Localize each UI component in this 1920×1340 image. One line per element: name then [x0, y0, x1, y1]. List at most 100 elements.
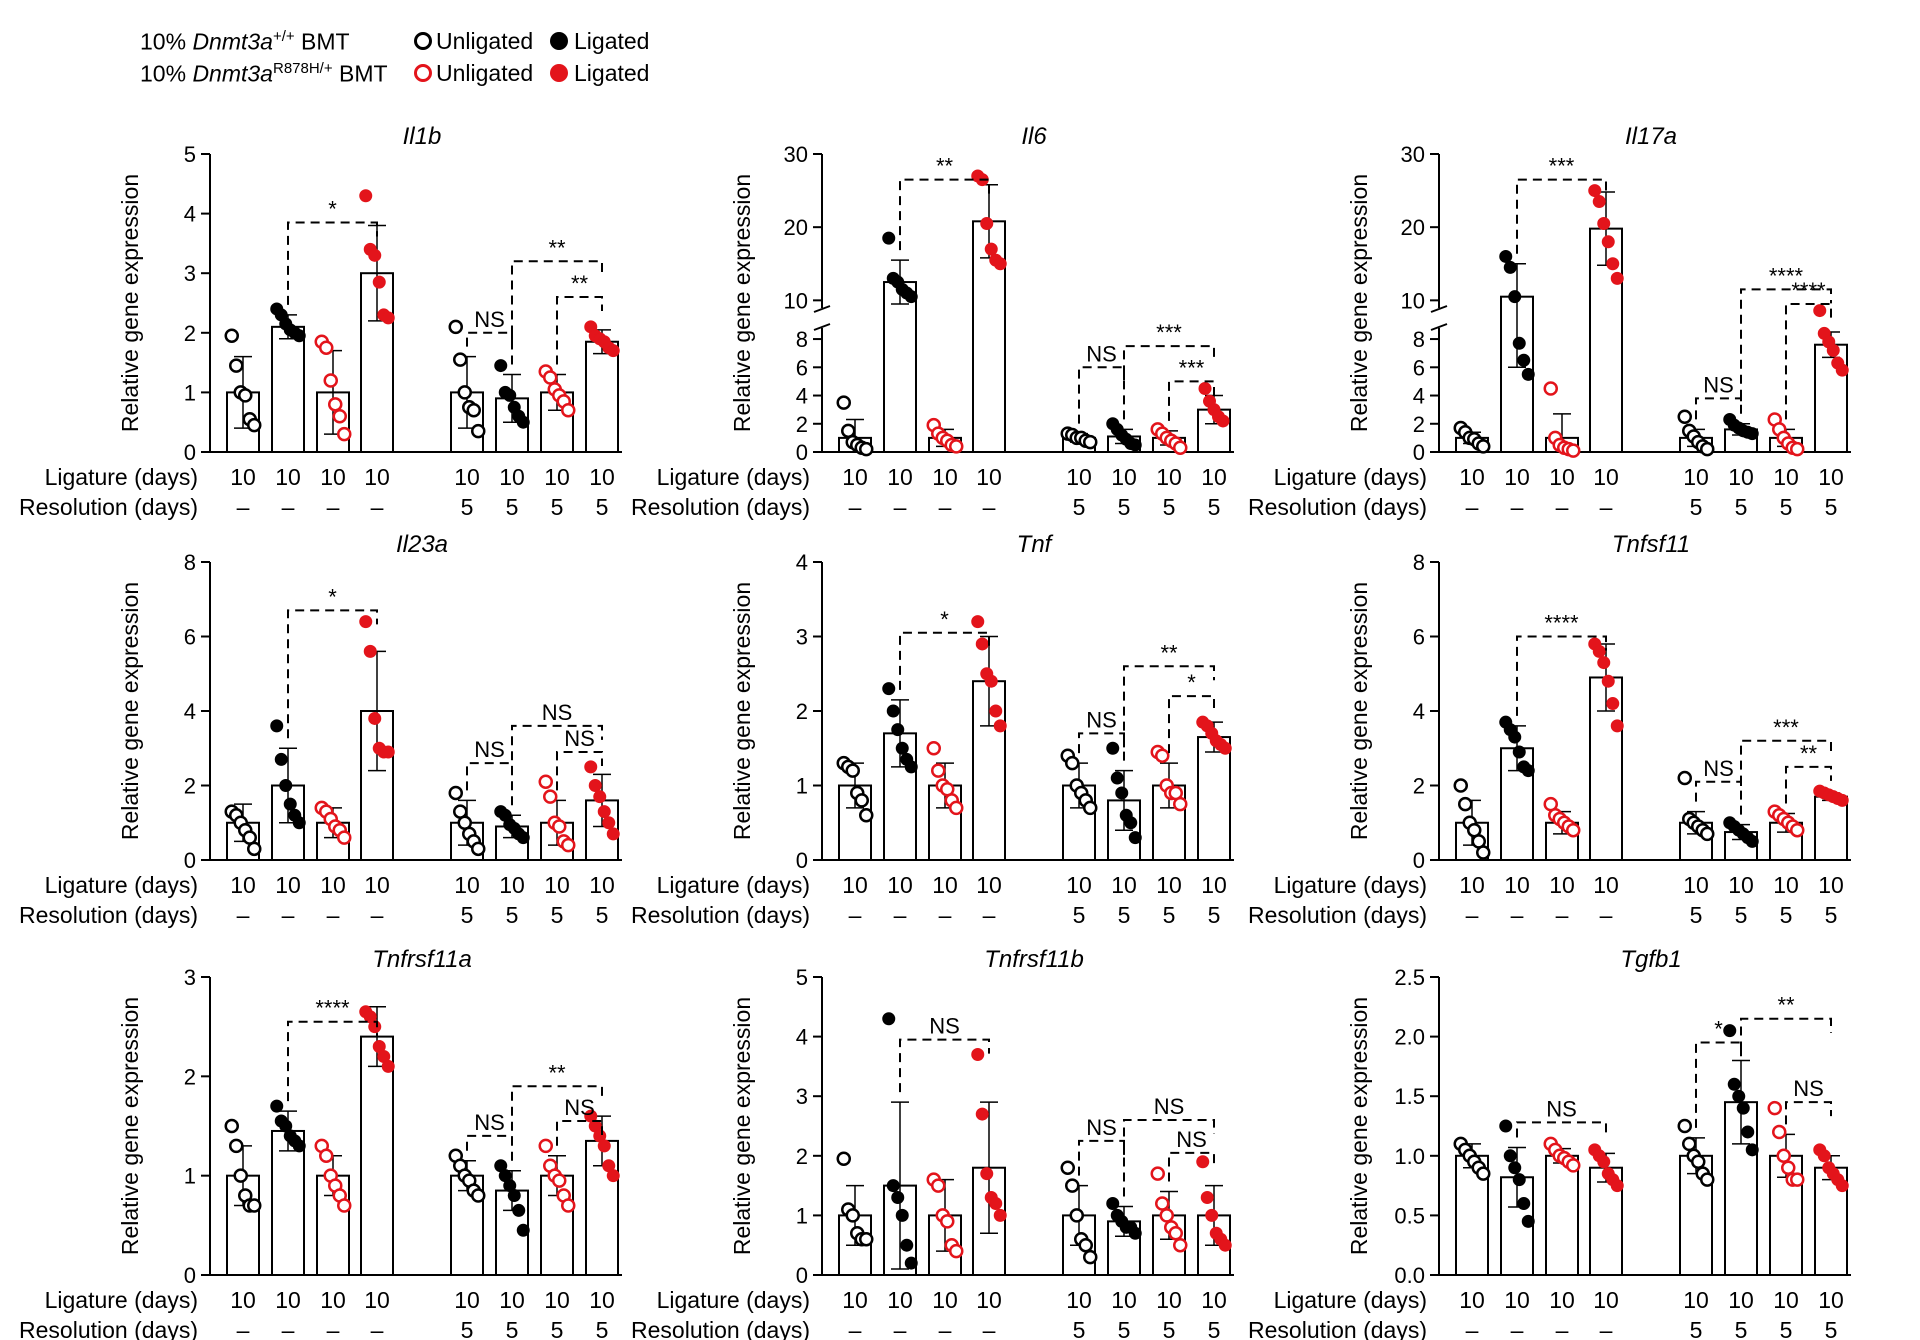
ligature-value: 10 — [1818, 872, 1844, 898]
resolution-row-label: Resolution (days) — [631, 902, 810, 928]
data-point — [503, 388, 517, 402]
data-point — [507, 1189, 521, 1203]
data-point — [975, 637, 989, 651]
data-point — [1200, 1191, 1214, 1205]
data-point — [516, 1223, 530, 1237]
data-point — [538, 774, 553, 790]
data-point — [359, 189, 373, 203]
resolution-value: – — [894, 902, 907, 928]
resolution-value: – — [282, 494, 295, 520]
resolution-value: – — [1556, 902, 1569, 928]
data-point — [949, 439, 964, 454]
significance-bracket — [1785, 1101, 1832, 1125]
resolution-value: 5 — [1780, 902, 1793, 928]
bar — [1197, 736, 1231, 862]
y-axis-label: Relative gene expression — [1346, 174, 1372, 432]
resolution-value: 5 — [1735, 494, 1748, 520]
resolution-value: 5 — [1208, 494, 1221, 520]
data-point — [1083, 800, 1098, 816]
data-point — [543, 370, 558, 385]
data-point — [233, 1168, 248, 1183]
data-point — [1835, 793, 1849, 807]
y-tick-label: 2 — [184, 774, 196, 799]
bar — [1545, 1154, 1579, 1277]
resolution-value: – — [1556, 494, 1569, 520]
resolution-value: – — [983, 902, 996, 928]
significance-bracket — [466, 762, 513, 791]
ligature-value: 10 — [1111, 464, 1137, 490]
data-point — [381, 745, 395, 759]
data-point — [975, 1107, 989, 1121]
data-point — [368, 711, 382, 725]
ligature-value: 10 — [1066, 872, 1092, 898]
significance-label: * — [1714, 1017, 1723, 1042]
axis-break-mark — [813, 323, 831, 331]
significance-label: ** — [936, 154, 954, 179]
data-point — [538, 1138, 553, 1154]
data-point — [606, 1169, 620, 1183]
significance-label: **** — [1769, 263, 1804, 288]
data-point — [931, 1178, 946, 1193]
ligature-value: 10 — [544, 464, 570, 490]
data-point — [1060, 1160, 1075, 1175]
y-tick-label: 2 — [1413, 774, 1425, 799]
ligature-value: 10 — [275, 1287, 301, 1313]
y-tick-label: 0 — [796, 1263, 808, 1288]
data-point — [1745, 1143, 1759, 1157]
data-point — [1173, 796, 1188, 812]
data-point — [1173, 440, 1188, 456]
data-point — [882, 1012, 896, 1026]
chart-panel-il6: Il6 Relative gene expression 0 2 4 6 8 10 20 30 **… — [631, 123, 1234, 520]
chart-title: Tnfrsf11b — [984, 946, 1084, 973]
ligature-value: 10 — [230, 872, 256, 898]
data-point — [882, 682, 896, 696]
data-point — [1216, 414, 1230, 428]
data-point — [1543, 381, 1558, 396]
chart-title: Tnf — [1017, 531, 1054, 558]
significance-label: **** — [315, 996, 350, 1021]
significance-label: NS — [1086, 1115, 1117, 1140]
legend-ligated-label: Ligated — [574, 28, 650, 54]
significance-label: * — [940, 607, 949, 632]
data-point — [1813, 304, 1827, 318]
ligature-value: 10 — [1773, 464, 1799, 490]
data-point — [1476, 1166, 1491, 1181]
ligature-value: 10 — [932, 1287, 958, 1313]
data-point — [381, 311, 395, 325]
significance-label: NS — [929, 1014, 960, 1039]
data-point — [971, 615, 985, 629]
resolution-value: – — [849, 902, 862, 928]
data-point — [1521, 1214, 1535, 1228]
resolution-value: 5 — [551, 494, 564, 520]
data-point — [1155, 1196, 1170, 1211]
data-point — [895, 1208, 909, 1222]
data-point — [319, 340, 334, 355]
ligature-value: 10 — [1111, 1287, 1137, 1313]
data-point — [602, 816, 616, 830]
resolution-value: 5 — [596, 1317, 609, 1340]
data-point — [597, 1139, 611, 1153]
y-tick-label: 4 — [184, 202, 196, 227]
ligature-value: 10 — [1156, 872, 1182, 898]
significance-label: *** — [1179, 355, 1205, 380]
y-tick-label: 10 — [784, 288, 808, 313]
ligature-value: 10 — [1593, 1287, 1619, 1313]
data-point — [949, 800, 964, 816]
significance-bracket — [1740, 288, 1832, 414]
ligature-value: 10 — [1201, 1287, 1227, 1313]
ligature-value: 10 — [1593, 464, 1619, 490]
chart-title: Tnfsf11 — [1612, 531, 1690, 558]
y-tick-label: 0 — [796, 848, 808, 873]
data-point — [1128, 1226, 1142, 1240]
y-tick-label: 4 — [796, 550, 808, 575]
significance-bracket — [1123, 665, 1215, 761]
significance-label: ** — [1800, 741, 1818, 766]
ligature-value: 10 — [1728, 1287, 1754, 1313]
ligature-value: 10 — [1111, 872, 1137, 898]
y-tick-label: 4 — [796, 384, 808, 409]
significance-label: NS — [1703, 372, 1734, 397]
resolution-value: 5 — [1073, 1317, 1086, 1340]
ligature-value: 10 — [887, 1287, 913, 1313]
resolution-row-label: Resolution (days) — [1248, 902, 1427, 928]
resolution-value: 5 — [1825, 1317, 1838, 1340]
